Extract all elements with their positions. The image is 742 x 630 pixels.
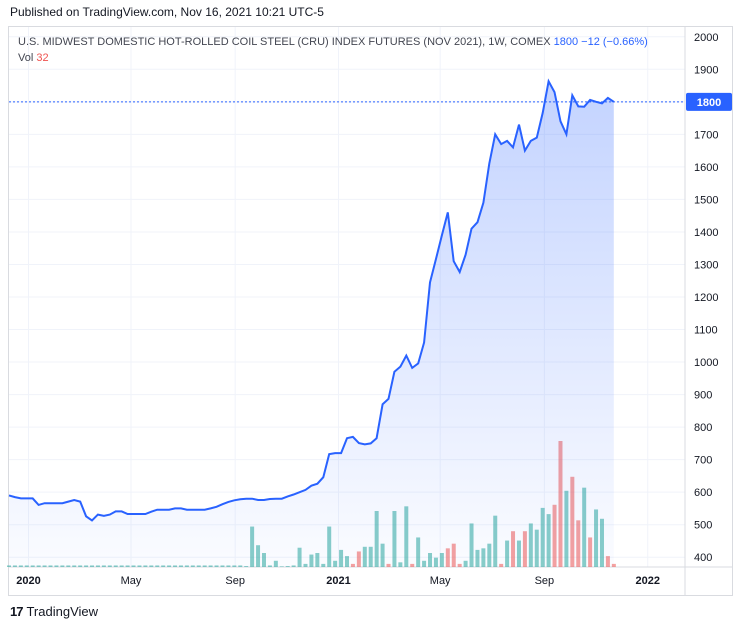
price-line	[8, 78, 615, 522]
price-tick-label: 1100	[694, 325, 718, 337]
time-tick-label: May	[121, 575, 142, 587]
tradingview-brand[interactable]: 17 TradingView	[10, 604, 98, 619]
price-tick-label: 1500	[694, 194, 718, 206]
last-price-tag-label: 1800	[697, 97, 721, 109]
chart-frame	[8, 26, 733, 596]
price-tick-label: 700	[694, 455, 712, 467]
price-tick-label: 1400	[694, 227, 718, 239]
volume-value: 32	[36, 52, 49, 64]
published-label: Published on TradingView.com, Nov 16, 20…	[10, 5, 324, 19]
last-price-value: 1800	[553, 36, 579, 48]
price-tick-label: 600	[694, 487, 712, 499]
time-tick-label: 2021	[326, 575, 350, 587]
price-tick-label: 2000	[694, 32, 718, 44]
time-tick-label: May	[430, 575, 451, 587]
brand-name: TradingView	[26, 604, 99, 619]
volume-legend: Vol 32	[18, 52, 49, 64]
tradingview-logo-icon: 17	[10, 604, 24, 619]
symbol-title: U.S. MIDWEST DOMESTIC HOT-ROLLED COIL ST…	[18, 36, 551, 48]
price-tick-label: 1700	[694, 129, 718, 141]
price-axis-ticks: 400 500 600 700 800 900 1000 1100 1200 1300 1400 15…	[694, 32, 718, 564]
time-tick-label: Sep	[225, 575, 245, 587]
time-tick-label: 2020	[16, 575, 40, 587]
price-tick-label: 1200	[694, 292, 718, 304]
price-tick-label: 900	[694, 390, 712, 402]
time-axis-ticks: 2020 May Sep 2021 May Sep 2022	[16, 575, 660, 587]
last-price-tag	[686, 92, 732, 111]
price-tick-label: 400	[694, 552, 712, 564]
time-tick-label: Sep	[535, 575, 555, 587]
price-tick-label: 800	[694, 422, 712, 434]
volume-label: Vol	[18, 52, 34, 64]
price-change: −12 (−0.66%)	[581, 36, 648, 48]
price-tick-label: 1600	[694, 162, 718, 174]
price-area-fill	[9, 81, 614, 568]
chart-legend: U.S. MIDWEST DOMESTIC HOT-ROLLED COIL ST…	[18, 36, 648, 48]
price-tick-label: 500	[694, 520, 712, 532]
price-tick-label: 1300	[694, 259, 718, 271]
volume-bar	[611, 563, 616, 567]
price-tick-label: 1000	[694, 357, 718, 369]
price-tick-label: 1900	[694, 64, 718, 76]
time-tick-label: 2022	[635, 575, 659, 587]
